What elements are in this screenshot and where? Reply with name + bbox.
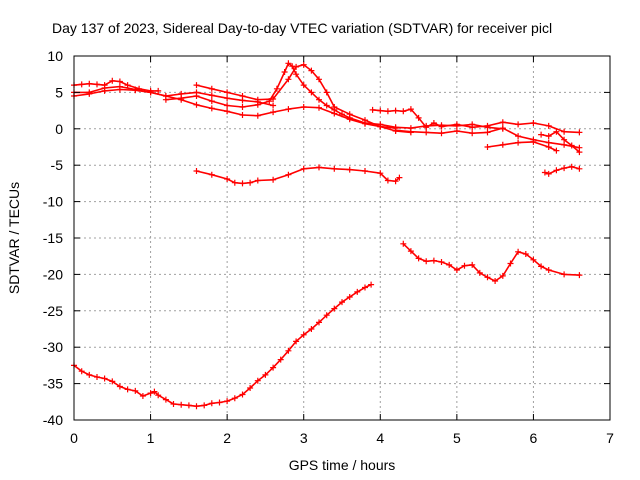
y-tick-label: -30: [43, 339, 63, 355]
y-tick-label: -10: [43, 194, 63, 210]
data-point-markers: [541, 163, 583, 177]
data-point-markers: [392, 125, 583, 151]
y-tick-label: -20: [43, 266, 63, 282]
x-tick-label: 2: [223, 430, 231, 446]
chart-title: Day 137 of 2023, Sidereal Day-to-day VTE…: [52, 20, 552, 36]
series-satellite-track-J: [541, 163, 583, 177]
data-point-markers: [400, 240, 583, 284]
y-tick-label: 5: [55, 84, 63, 100]
x-tick-label: 5: [453, 430, 461, 446]
data-point-markers: [484, 138, 560, 154]
y-tick-label: 10: [47, 48, 63, 64]
data-series: [71, 60, 583, 410]
series-satellite-track-H: [484, 138, 560, 154]
y-tick-label: -25: [43, 303, 63, 319]
series-satellite-track-I: [538, 128, 583, 156]
series-satellite-track-K: [193, 164, 403, 187]
series-satellite-track-G: [392, 125, 583, 151]
data-point-markers: [538, 128, 583, 156]
data-point-markers: [369, 106, 583, 136]
y-tick-label: 0: [55, 121, 63, 137]
series-line: [195, 166, 401, 185]
y-tick-label: -35: [43, 376, 63, 392]
x-tick-label: 7: [606, 430, 614, 446]
x-tick-label: 1: [147, 430, 155, 446]
y-tick-label: -15: [43, 230, 63, 246]
axis-ticks: [73, 55, 611, 421]
y-tick-label: -5: [51, 157, 64, 173]
series-satellite-track-L: [400, 240, 583, 284]
x-tick-label: 6: [530, 430, 538, 446]
series-line: [73, 283, 372, 407]
x-tick-label: 0: [70, 430, 78, 446]
x-tick-label: 3: [300, 430, 308, 446]
series-line: [486, 141, 558, 152]
axis-tick-labels: 0 1 2 3 4 5 6 7 10 5 0 -5 -10 -15 -20 -25 -30 -35 -40: [43, 48, 614, 446]
grid-lines: [74, 56, 610, 420]
x-axis-label: GPS time / hours: [289, 457, 396, 473]
series-line: [402, 243, 581, 282]
series-satellite-track-F: [369, 106, 583, 136]
series-satellite-track-M: [71, 281, 375, 410]
data-point-markers: [71, 281, 375, 410]
y-tick-label: -40: [43, 412, 63, 428]
data-point-markers: [193, 164, 403, 187]
y-axis-label: SDTVAR / TECUs: [6, 182, 22, 294]
x-tick-label: 4: [376, 430, 384, 446]
